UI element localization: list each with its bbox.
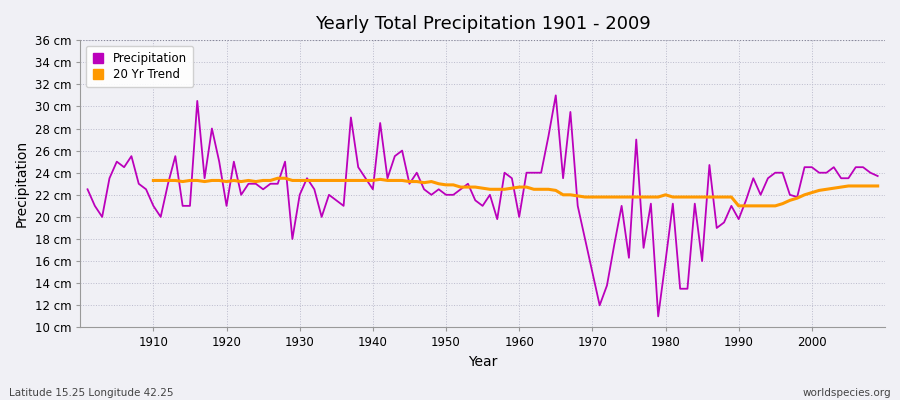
Precipitation — [82, 187, 93, 192]
20 Yr Trend — [148, 178, 158, 183]
Precipitation — [514, 214, 525, 219]
20 Yr Trend — [273, 176, 284, 181]
20 Yr Trend — [294, 178, 305, 183]
Text: worldspecies.org: worldspecies.org — [803, 388, 891, 398]
Precipitation — [507, 176, 517, 181]
20 Yr Trend — [734, 204, 744, 208]
Precipitation — [652, 314, 663, 319]
Precipitation — [609, 242, 620, 247]
Precipitation — [346, 115, 356, 120]
20 Yr Trend — [528, 187, 539, 192]
20 Yr Trend — [850, 184, 861, 188]
20 Yr Trend — [324, 178, 335, 183]
Title: Yearly Total Precipitation 1901 - 2009: Yearly Total Precipitation 1901 - 2009 — [315, 15, 651, 33]
20 Yr Trend — [587, 195, 598, 200]
Text: Latitude 15.25 Longitude 42.25: Latitude 15.25 Longitude 42.25 — [9, 388, 174, 398]
Line: Precipitation: Precipitation — [87, 95, 878, 316]
Precipitation — [551, 93, 562, 98]
Legend: Precipitation, 20 Yr Trend: Precipitation, 20 Yr Trend — [86, 46, 194, 87]
X-axis label: Year: Year — [468, 355, 498, 369]
20 Yr Trend — [872, 184, 883, 188]
Y-axis label: Precipitation: Precipitation — [15, 140, 29, 227]
Precipitation — [872, 174, 883, 178]
20 Yr Trend — [828, 186, 839, 190]
Line: 20 Yr Trend: 20 Yr Trend — [153, 178, 878, 206]
Precipitation — [140, 187, 151, 192]
Precipitation — [302, 176, 312, 181]
